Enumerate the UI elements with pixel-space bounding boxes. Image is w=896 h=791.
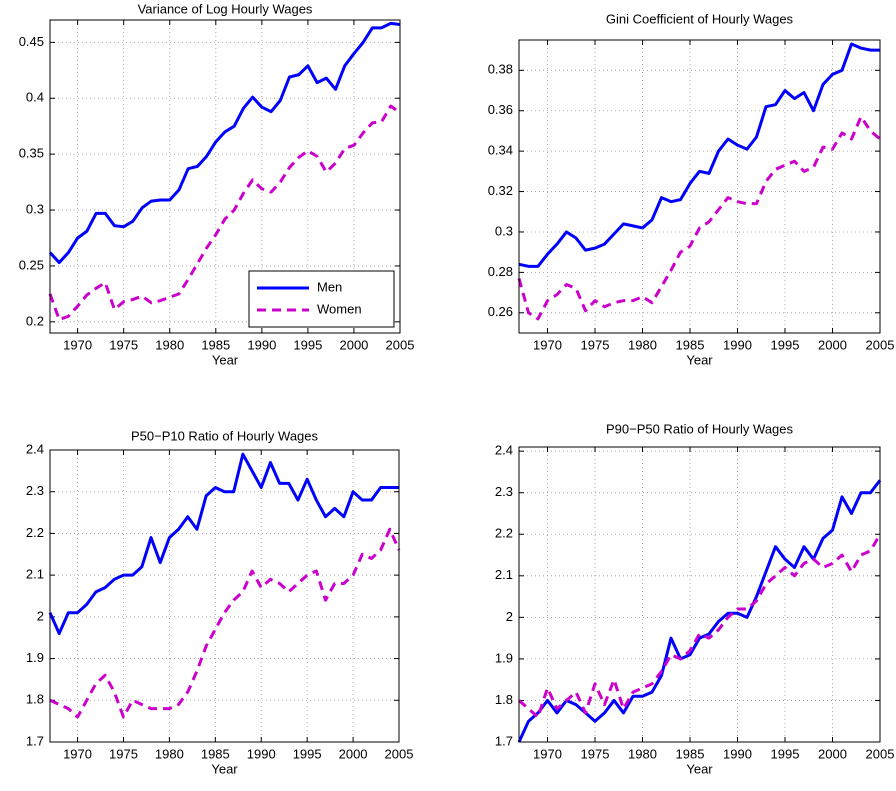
x-tick-label: 1980 [155, 337, 184, 352]
axes-frame [49, 449, 400, 743]
x-tick-label: 1995 [293, 746, 322, 761]
y-tick-label: 0.32 [488, 183, 513, 198]
x-tick-label: 2000 [818, 746, 847, 761]
x-tick-label: 2005 [866, 746, 895, 761]
y-tick-label: 2.2 [495, 526, 513, 541]
series-line [48, 452, 399, 636]
series-line [517, 479, 882, 743]
y-tick-label: 2 [506, 609, 513, 624]
y-tick-label: 0.34 [488, 143, 513, 158]
x-tick-label: 1995 [771, 746, 800, 761]
axes-frame [49, 19, 401, 334]
subplot-title: Gini Coefficient of Hourly Wages [606, 11, 794, 26]
x-axis-label: Year [686, 352, 713, 367]
x-tick-label: 2000 [339, 746, 368, 761]
axes-frame [518, 446, 881, 743]
y-tick-label: 1.7 [495, 733, 513, 748]
x-axis-label: Year [212, 352, 239, 367]
legend-label: Men [317, 279, 342, 294]
x-tick-label: 1995 [293, 337, 322, 352]
y-tick-label: 2.1 [495, 567, 513, 582]
legend-label: Women [317, 301, 362, 316]
y-tick-label: 0.35 [19, 146, 44, 161]
series-line [517, 115, 881, 321]
subplot-title: P90−P50 Ratio of Hourly Wages [606, 421, 794, 436]
series-line [48, 104, 401, 322]
x-tick-label: 1985 [201, 746, 230, 761]
y-tick-label: 2.4 [495, 443, 513, 458]
y-tick-label: 0.25 [19, 257, 44, 272]
x-tick-label: 2005 [386, 337, 415, 352]
y-tick-label: 0.45 [19, 34, 44, 49]
series-line [48, 21, 401, 265]
series-line [518, 42, 880, 268]
x-tick-label: 1970 [63, 337, 92, 352]
x-tick-label: 2000 [818, 337, 847, 352]
x-tick-label: 1975 [581, 746, 610, 761]
y-tick-label: 0.3 [495, 223, 513, 238]
subplot-title: Variance of Log Hourly Wages [138, 1, 313, 16]
x-tick-label: 1975 [109, 746, 138, 761]
x-tick-label: 1990 [723, 746, 752, 761]
x-tick-label: 1980 [628, 337, 657, 352]
subplot: Variance of Log Hourly Wages 0.2 0.25 0.3 0.… [19, 1, 415, 367]
x-tick-label: 2000 [339, 337, 368, 352]
y-tick-label: 1.7 [26, 733, 44, 748]
y-tick-label: 1.9 [495, 650, 513, 665]
x-tick-label: 1975 [109, 337, 138, 352]
x-tick-label: 1990 [723, 337, 752, 352]
y-tick-label: 2.1 [26, 567, 44, 582]
legend-box [248, 270, 395, 328]
x-tick-label: 1970 [63, 746, 92, 761]
y-tick-label: 0.4 [26, 90, 44, 105]
y-tick-label: 1.8 [495, 692, 513, 707]
x-tick-label: 1980 [155, 746, 184, 761]
y-tick-label: 0.26 [488, 304, 513, 319]
x-tick-label: 1970 [533, 337, 562, 352]
x-tick-label: 1995 [771, 337, 800, 352]
x-tick-label: 1975 [581, 337, 610, 352]
x-tick-label: 2005 [866, 337, 895, 352]
y-tick-label: 2 [37, 608, 44, 623]
x-tick-label: 1985 [676, 746, 705, 761]
y-tick-label: 0.28 [488, 264, 513, 279]
x-tick-label: 1985 [201, 337, 230, 352]
x-axis-label: Year [211, 761, 238, 776]
subplot: P90−P50 Ratio of Hourly Wages 1.7 1.8 1.9 2 2… [495, 421, 895, 776]
y-tick-label: 2.2 [26, 525, 44, 540]
subplot: P50−P10 Ratio of Hourly Wages 1.7 1.8 1.9 2 2… [26, 428, 414, 776]
y-tick-label: 2.3 [495, 484, 513, 499]
y-tick-label: 0.3 [26, 201, 44, 216]
y-tick-label: 0.36 [488, 102, 513, 117]
y-tick-label: 2.4 [26, 441, 44, 456]
x-tick-label: 1980 [628, 746, 657, 761]
legend: Men Women [248, 270, 395, 328]
x-axis-label: Year [686, 761, 713, 776]
y-tick-label: 1.9 [26, 650, 44, 665]
y-tick-label: 0.2 [26, 313, 44, 328]
subplot: Gini Coefficient of Hourly Wages 0.26 0.28… [488, 11, 895, 367]
x-tick-label: 1985 [676, 337, 705, 352]
y-tick-label: 2.3 [26, 483, 44, 498]
x-tick-label: 1990 [247, 337, 276, 352]
x-tick-label: 1990 [247, 746, 276, 761]
subplot-title: P50−P10 Ratio of Hourly Wages [131, 428, 319, 443]
x-tick-label: 1970 [533, 746, 562, 761]
axes-frame [518, 39, 881, 334]
series-line [49, 527, 401, 719]
x-tick-label: 2005 [385, 746, 414, 761]
y-tick-label: 1.8 [26, 692, 44, 707]
y-tick-label: 0.38 [488, 62, 513, 77]
series-line [518, 533, 882, 719]
